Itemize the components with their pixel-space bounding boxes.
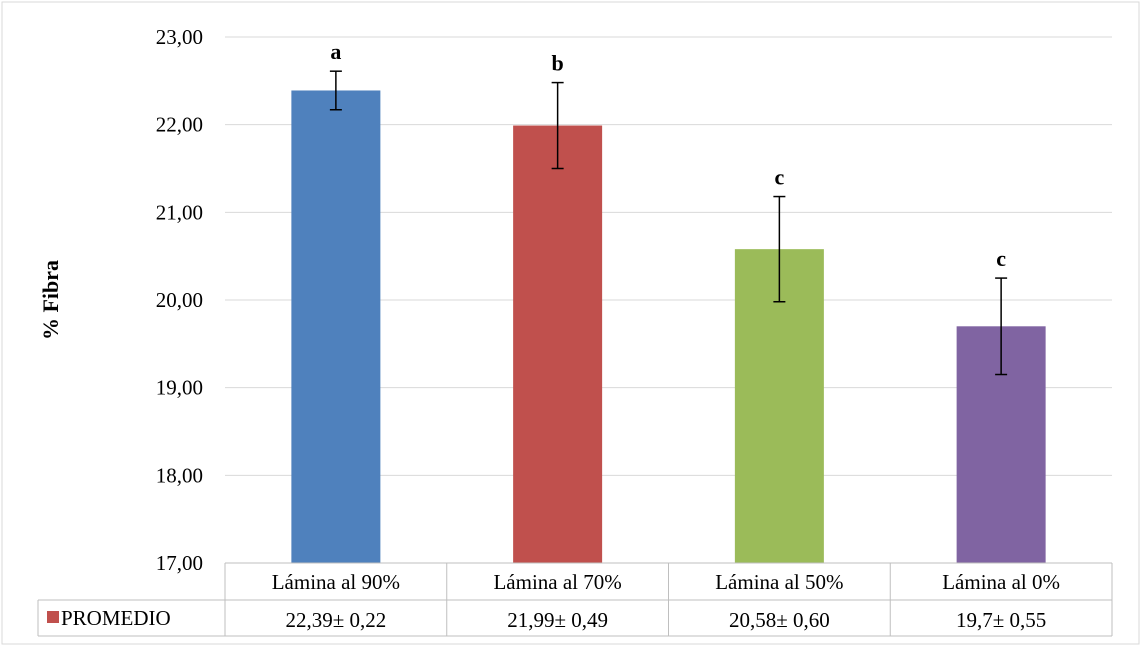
y-tick-label: 20,00	[156, 288, 203, 312]
bar	[513, 125, 603, 563]
y-axis-label: % Fibra	[38, 260, 63, 340]
category-label: Lámina al 0%	[942, 570, 1060, 594]
y-tick-label: 18,00	[156, 463, 203, 487]
significance-letter: c	[996, 246, 1006, 271]
table-value: 20,58± 0,60	[729, 608, 830, 632]
y-tick-label: 19,00	[156, 376, 203, 400]
category-label: Lámina al 90%	[272, 570, 400, 594]
legend-swatch	[47, 611, 59, 623]
bars	[291, 90, 1046, 564]
significance-letter: a	[330, 39, 341, 64]
bar	[291, 90, 381, 563]
significance-letters: a b c c	[330, 39, 1006, 271]
table-value: 21,99± 0,49	[507, 608, 608, 632]
category-label: Lámina al 50%	[715, 570, 843, 594]
table-value: 22,39± 0,22	[285, 608, 386, 632]
error-bars	[329, 70, 1008, 376]
y-tick-labels: 17,00 18,00 19,00 20,00 21,00 22,00 23,00	[156, 25, 203, 575]
y-tick-label: 21,00	[156, 200, 203, 224]
table-value: 19,7± 0,55	[956, 608, 1046, 632]
significance-letter: b	[552, 51, 564, 76]
y-tick-label: 22,00	[156, 113, 203, 137]
y-tick-label: 17,00	[156, 551, 203, 575]
significance-letter: c	[774, 165, 784, 190]
legend-series-name: PROMEDIO	[61, 606, 171, 630]
category-label: Lámina al 70%	[493, 570, 621, 594]
data-table: Lámina al 90% 22,39± 0,22 Lámina al 70% 21,…	[37, 562, 1113, 637]
y-tick-label: 23,00	[156, 25, 203, 49]
